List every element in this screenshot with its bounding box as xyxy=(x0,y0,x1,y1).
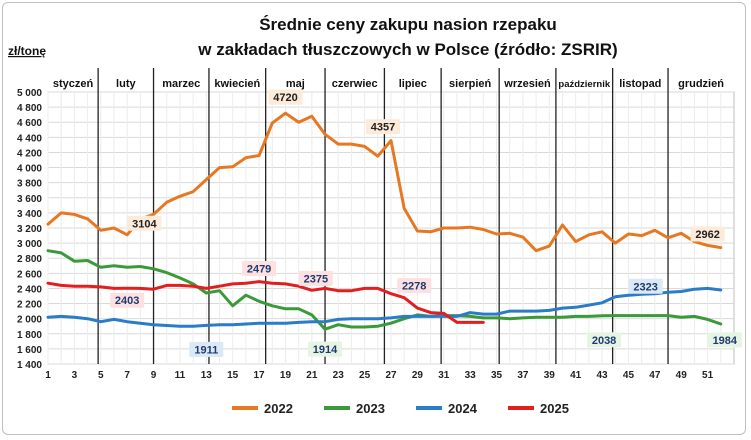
y-tick-label: 2 400 xyxy=(17,284,42,295)
month-label: czerwiec xyxy=(332,78,378,90)
data-label: 1911 xyxy=(194,344,218,356)
month-label: wrzesień xyxy=(503,78,551,90)
data-label: 2403 xyxy=(115,295,139,307)
month-label: sierpień xyxy=(449,78,491,90)
data-label-box xyxy=(110,292,145,308)
y-tick-label: 4 600 xyxy=(17,118,42,129)
month-label: marzec xyxy=(162,78,200,90)
data-label: 1984 xyxy=(713,335,738,347)
x-tick-label: 39 xyxy=(544,370,556,381)
x-tick-label: 43 xyxy=(597,370,609,381)
x-tick-label: 51 xyxy=(702,370,714,381)
y-tick-label: 4 200 xyxy=(17,148,42,159)
month-label: lipiec xyxy=(399,78,427,90)
data-label-box xyxy=(127,215,162,231)
data-label-box xyxy=(707,332,742,348)
x-tick-label: 37 xyxy=(517,370,529,381)
month-label: kwiecień xyxy=(214,78,260,90)
x-tick-label: 49 xyxy=(676,370,688,381)
y-tick-label: 3 000 xyxy=(17,239,42,250)
y-tick-label: 3 800 xyxy=(17,179,42,190)
x-tick-label: 19 xyxy=(280,370,292,381)
data-label-box xyxy=(690,226,725,242)
x-tick-label: 3 xyxy=(72,370,78,381)
y-tick-label: 3 600 xyxy=(17,194,42,205)
x-tick-label: 7 xyxy=(124,370,130,381)
y-tick-label: 2 000 xyxy=(17,315,42,326)
x-tick-label: 17 xyxy=(254,370,266,381)
x-tick-label: 1 xyxy=(45,370,51,381)
y-tick-label: 4 400 xyxy=(17,133,42,144)
y-tick-label: 1 800 xyxy=(17,330,42,341)
legend-label-2025: 2025 xyxy=(540,401,569,416)
y-tick-label: 5 000 xyxy=(17,88,42,99)
x-tick-label: 15 xyxy=(227,370,239,381)
x-tick-label: 5 xyxy=(98,370,104,381)
month-label: listopad xyxy=(619,78,661,90)
legend-label-2023: 2023 xyxy=(356,401,385,416)
data-label-box xyxy=(366,119,400,135)
x-tick-label: 11 xyxy=(175,370,186,381)
data-label: 2479 xyxy=(247,263,271,275)
y-tick-label: 2 600 xyxy=(17,269,42,280)
data-label: 1914 xyxy=(313,344,338,356)
y-tick-label: 3 200 xyxy=(17,224,42,235)
data-label-box xyxy=(189,341,224,357)
x-tick-label: 35 xyxy=(491,370,503,381)
x-tick-label: 33 xyxy=(465,370,477,381)
x-tick-label: 41 xyxy=(570,370,582,381)
y-tick-label: 1 400 xyxy=(17,360,42,371)
y-tick-label: 4 800 xyxy=(17,103,42,114)
month-label: grudzień xyxy=(678,78,724,90)
data-label-box xyxy=(268,89,303,105)
data-label-box xyxy=(397,278,432,294)
month-label: maj xyxy=(286,78,305,90)
month-label: styczeń xyxy=(53,78,94,90)
x-tick-label: 9 xyxy=(151,370,157,381)
y-tick-label: 2 800 xyxy=(17,254,42,265)
data-label: 3104 xyxy=(132,218,157,230)
x-tick-label: 29 xyxy=(412,370,424,381)
chart-subtitle: w zakładach tłuszczowych w Polsce (źródł… xyxy=(197,40,617,59)
data-label-box xyxy=(308,341,343,357)
x-tick-label: 21 xyxy=(306,370,318,381)
data-label-box xyxy=(242,260,277,276)
data-label: 2038 xyxy=(592,335,616,347)
data-label: 2278 xyxy=(402,281,426,293)
data-label: 2962 xyxy=(695,229,719,241)
x-tick-label: 45 xyxy=(623,370,635,381)
data-label-box xyxy=(587,332,622,348)
month-label: luty xyxy=(116,78,136,90)
y-tick-label: 4 000 xyxy=(17,164,42,175)
data-label: 2323 xyxy=(633,281,657,293)
y-tick-label: 1 600 xyxy=(17,345,42,356)
series-line-2023 xyxy=(46,249,723,331)
x-tick-label: 23 xyxy=(333,370,345,381)
x-tick-label: 31 xyxy=(438,370,450,381)
series-line-2022 xyxy=(46,111,723,253)
data-label-box xyxy=(298,270,333,286)
data-label-box xyxy=(628,278,663,294)
x-tick-label: 27 xyxy=(385,370,397,381)
y-tick-label: 2 200 xyxy=(17,300,42,311)
data-label: 4357 xyxy=(371,122,395,134)
x-tick-label: 47 xyxy=(649,370,661,381)
y-axis-label: zł/tonę xyxy=(8,44,46,58)
legend-label-2024: 2024 xyxy=(448,401,478,416)
data-label: 2375 xyxy=(304,273,328,285)
y-tick-label: 3 400 xyxy=(17,209,42,220)
month-label: październik xyxy=(558,79,610,90)
x-tick-label: 25 xyxy=(359,370,371,381)
series-line-2025 xyxy=(46,280,485,324)
data-label: 4720 xyxy=(273,92,297,104)
chart-title: Średnie ceny zakupu nasion rzepaku xyxy=(259,15,557,34)
legend-label-2022: 2022 xyxy=(264,401,293,416)
series-line-2024 xyxy=(46,286,723,328)
x-tick-label: 13 xyxy=(201,370,213,381)
